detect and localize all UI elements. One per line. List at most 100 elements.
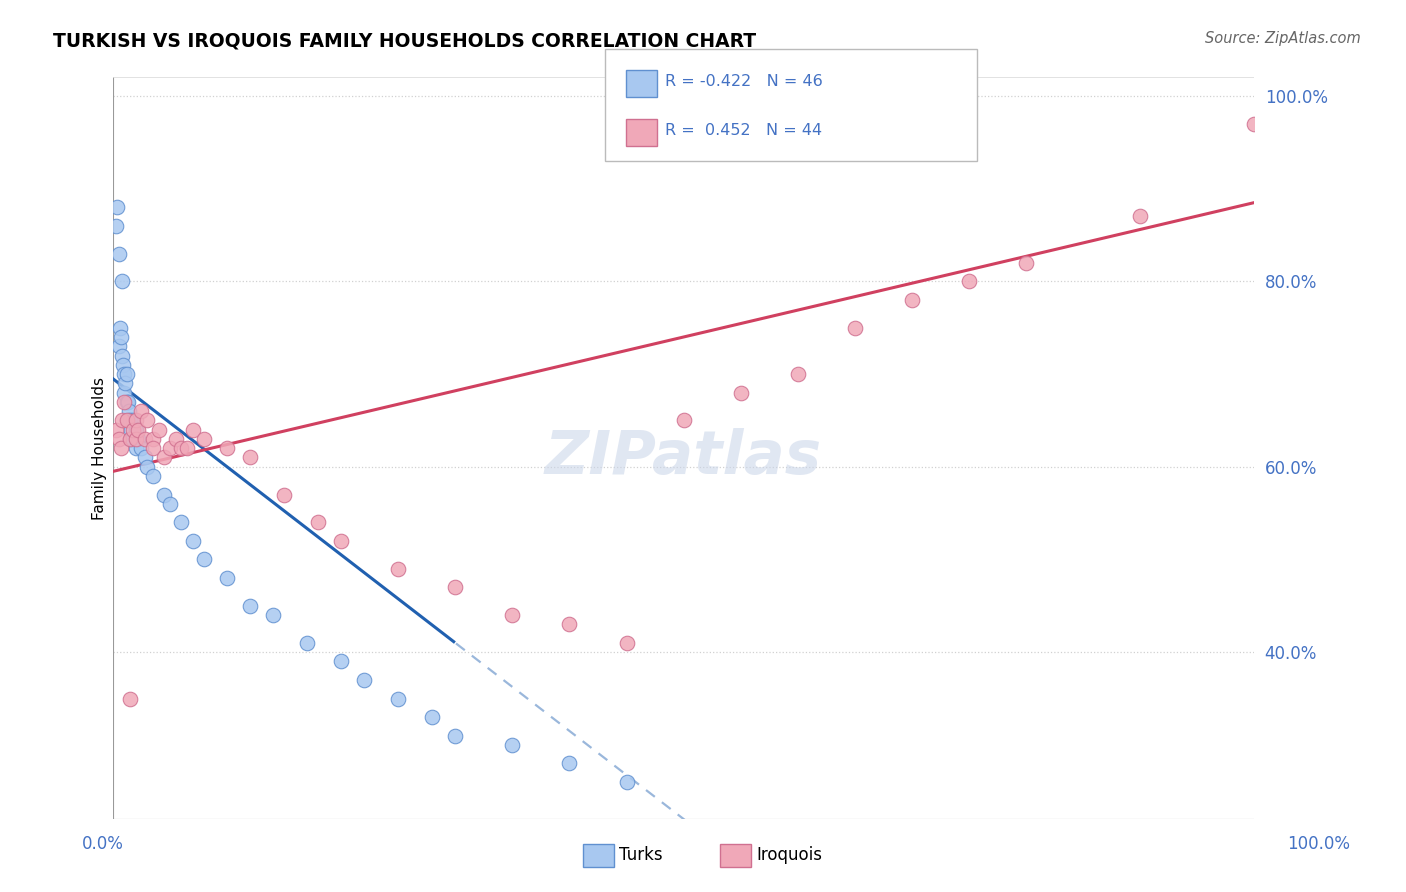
Point bbox=[239, 599, 262, 613]
Point bbox=[422, 710, 444, 724]
Point bbox=[330, 533, 353, 548]
Point bbox=[112, 367, 135, 381]
Point bbox=[1015, 256, 1038, 270]
Point bbox=[558, 617, 581, 632]
Point bbox=[153, 487, 176, 501]
Point bbox=[117, 413, 139, 427]
Point bbox=[136, 459, 159, 474]
Point bbox=[122, 423, 145, 437]
Point bbox=[444, 729, 467, 743]
Point bbox=[112, 395, 135, 409]
Text: Turks: Turks bbox=[619, 847, 662, 864]
Text: R = -0.422   N = 46: R = -0.422 N = 46 bbox=[665, 74, 823, 88]
Point bbox=[215, 571, 238, 585]
Text: R =  0.452   N = 44: R = 0.452 N = 44 bbox=[665, 123, 823, 138]
Point bbox=[111, 413, 134, 427]
Point bbox=[672, 413, 695, 427]
Point bbox=[118, 413, 141, 427]
Point bbox=[118, 432, 141, 446]
Point bbox=[193, 552, 215, 566]
Point bbox=[176, 441, 198, 455]
Point bbox=[159, 441, 181, 455]
Point bbox=[118, 404, 141, 418]
Point bbox=[353, 673, 375, 687]
Point bbox=[120, 423, 142, 437]
Point bbox=[616, 775, 638, 789]
Text: ZIPatlas: ZIPatlas bbox=[546, 428, 823, 487]
Point bbox=[112, 385, 135, 400]
Point bbox=[134, 432, 156, 446]
Point bbox=[105, 423, 128, 437]
Text: TURKISH VS IROQUOIS FAMILY HOUSEHOLDS CORRELATION CHART: TURKISH VS IROQUOIS FAMILY HOUSEHOLDS CO… bbox=[53, 31, 756, 50]
Text: 100.0%: 100.0% bbox=[1286, 835, 1350, 853]
Point bbox=[107, 339, 129, 353]
Point bbox=[118, 691, 141, 706]
Point bbox=[1129, 210, 1152, 224]
Point bbox=[115, 413, 138, 427]
Point bbox=[501, 608, 523, 623]
Point bbox=[786, 367, 808, 381]
Point bbox=[181, 423, 204, 437]
Point bbox=[558, 756, 581, 771]
Point bbox=[121, 432, 143, 446]
Point bbox=[239, 450, 262, 465]
Point bbox=[387, 691, 409, 706]
Point bbox=[112, 358, 135, 372]
Point bbox=[181, 533, 204, 548]
Point bbox=[127, 423, 149, 437]
Point bbox=[295, 636, 318, 650]
Point bbox=[170, 516, 193, 530]
Point bbox=[142, 441, 165, 455]
Text: Iroquois: Iroquois bbox=[756, 847, 823, 864]
Point bbox=[170, 441, 193, 455]
Point bbox=[148, 423, 170, 437]
Point bbox=[273, 487, 295, 501]
Point bbox=[108, 320, 131, 334]
Point bbox=[125, 432, 148, 446]
Point bbox=[444, 580, 467, 594]
Point bbox=[115, 367, 138, 381]
Point bbox=[193, 432, 215, 446]
Point bbox=[125, 441, 148, 455]
Point bbox=[1243, 117, 1265, 131]
Text: Source: ZipAtlas.com: Source: ZipAtlas.com bbox=[1205, 31, 1361, 46]
Point bbox=[153, 450, 176, 465]
Point bbox=[136, 413, 159, 427]
Point bbox=[110, 441, 132, 455]
Point bbox=[131, 441, 153, 455]
Point bbox=[142, 469, 165, 483]
Point bbox=[125, 423, 148, 437]
Point bbox=[730, 385, 752, 400]
Point bbox=[111, 274, 134, 288]
Point bbox=[110, 330, 132, 344]
Point bbox=[616, 636, 638, 650]
Point bbox=[127, 432, 149, 446]
Point bbox=[330, 655, 353, 669]
Point bbox=[901, 293, 924, 307]
Point bbox=[307, 516, 329, 530]
Point bbox=[105, 219, 128, 233]
Point bbox=[117, 395, 139, 409]
Point bbox=[111, 349, 134, 363]
Point bbox=[131, 404, 153, 418]
Text: 0.0%: 0.0% bbox=[82, 835, 124, 853]
Point bbox=[501, 738, 523, 752]
Point bbox=[107, 246, 129, 260]
Point bbox=[159, 497, 181, 511]
Point bbox=[114, 376, 136, 391]
Point bbox=[215, 441, 238, 455]
Y-axis label: Family Households: Family Households bbox=[93, 376, 107, 520]
Point bbox=[844, 320, 866, 334]
Point bbox=[165, 432, 187, 446]
Point bbox=[125, 413, 148, 427]
Point bbox=[387, 562, 409, 576]
Point bbox=[262, 608, 284, 623]
Point bbox=[118, 432, 141, 446]
Point bbox=[142, 432, 165, 446]
Point bbox=[107, 200, 129, 214]
Point bbox=[957, 274, 980, 288]
Point bbox=[134, 450, 156, 465]
Point bbox=[115, 395, 138, 409]
Point bbox=[122, 413, 145, 427]
Point bbox=[107, 432, 129, 446]
